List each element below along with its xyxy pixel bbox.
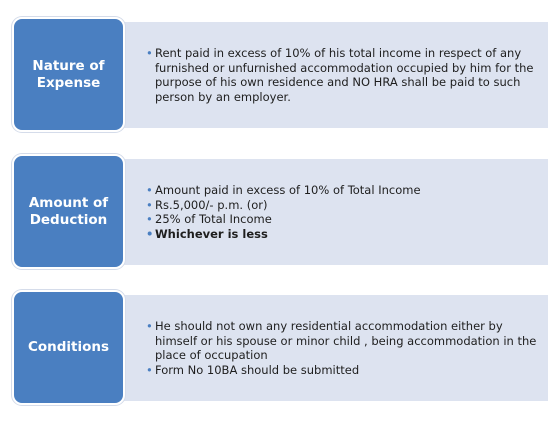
bullet-item: Whichever is less <box>146 227 421 242</box>
row-label: Conditions <box>12 290 125 405</box>
bullet-item: Amount paid in excess of 10% of Total In… <box>146 183 421 198</box>
row-content: Rent paid in excess of 10% of his total … <box>118 22 548 128</box>
row-label: Amount of Deduction <box>12 154 125 269</box>
bullet-item: Rs.5,000/- p.m. (or) <box>146 198 421 213</box>
bullet-item: Form No 10BA should be submitted <box>146 363 538 378</box>
bullet-item: 25% of Total Income <box>146 212 421 227</box>
bullet-list: Rent paid in excess of 10% of his total … <box>146 46 538 104</box>
row-content: He should not own any residential accomm… <box>118 295 548 401</box>
bullet-item: Rent paid in excess of 10% of his total … <box>146 46 538 104</box>
row-label: Nature of Expense <box>12 17 125 132</box>
row-content: Amount paid in excess of 10% of Total In… <box>118 159 548 265</box>
bullet-list: He should not own any residential accomm… <box>146 319 538 377</box>
bullet-list: Amount paid in excess of 10% of Total In… <box>146 183 421 241</box>
bullet-item: He should not own any residential accomm… <box>146 319 538 363</box>
